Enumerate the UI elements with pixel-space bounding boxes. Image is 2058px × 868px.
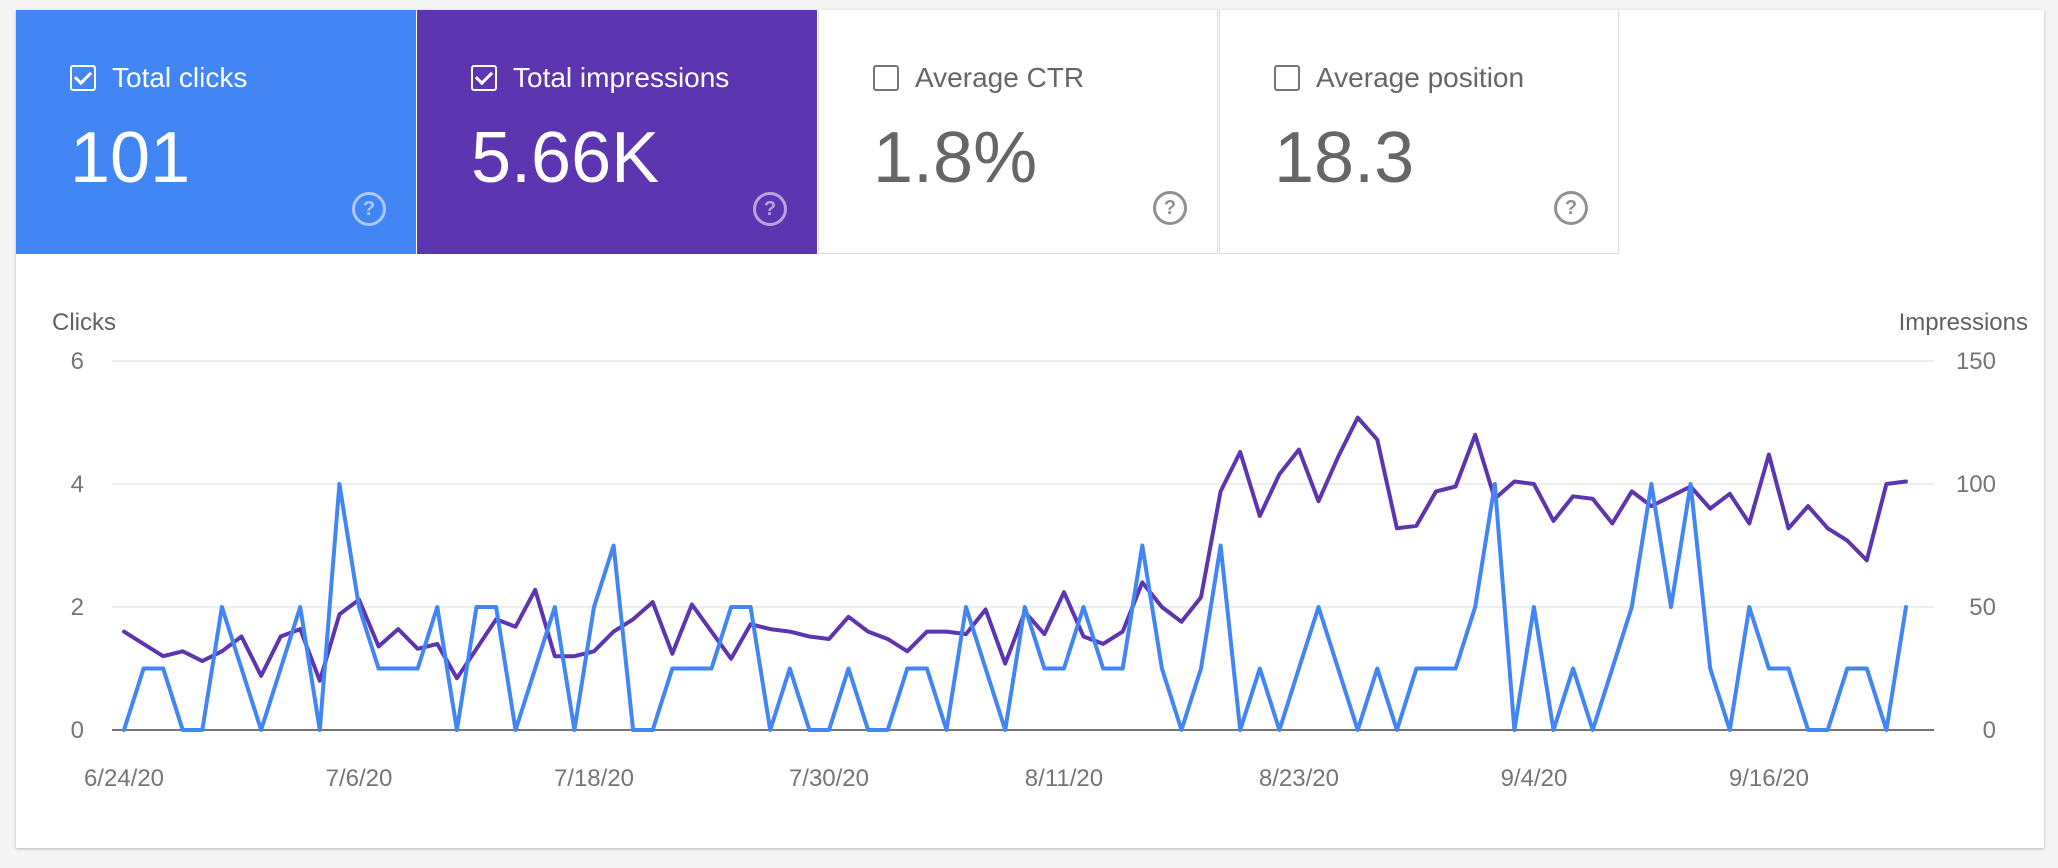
y-tick-right: 0 <box>1983 717 1996 744</box>
x-tick-label: 7/30/20 <box>789 765 869 792</box>
y-axis-title-left: Clicks <box>52 309 116 336</box>
checkbox-unchecked-icon[interactable] <box>873 65 899 91</box>
card-label: Total clicks <box>112 62 248 93</box>
card-value: 18.3 <box>1274 118 1415 198</box>
x-tick-label: 9/16/20 <box>1729 765 1809 792</box>
y-tick-right: 100 <box>1956 471 1996 498</box>
x-tick-label: 8/11/20 <box>1025 765 1103 792</box>
y-tick-left: 2 <box>71 594 84 621</box>
card-header: Total impressions <box>471 62 729 94</box>
performance-chart: 0 0 2 50 4 100 6 150 Clicks Impressions 6/24/20 7/6… <box>52 309 2028 792</box>
checkbox-checked-icon[interactable] <box>471 65 497 91</box>
card-average-position[interactable]: Average position 18.3 ? <box>1219 10 1619 254</box>
x-tick-label: 7/6/20 <box>326 765 393 792</box>
y-tick-left: 6 <box>71 348 84 375</box>
y-tick-right: 150 <box>1956 348 1996 375</box>
card-label: Average position <box>1316 62 1525 93</box>
y-tick-right: 50 <box>1969 594 1996 621</box>
checkbox-checked-icon[interactable] <box>70 65 96 91</box>
y-axis-title-right: Impressions <box>1899 309 2028 336</box>
series-line-impressions <box>122 415 1908 683</box>
card-header: Average position <box>1274 62 1524 94</box>
card-total-clicks[interactable]: Total clicks 101 ? <box>16 10 416 254</box>
help-icon[interactable]: ? <box>753 192 787 226</box>
card-value: 1.8% <box>873 118 1038 198</box>
checkbox-unchecked-icon[interactable] <box>1274 65 1300 91</box>
performance-panel: 0 0 2 50 4 100 6 150 Clicks Impressions 6/24/20 7/6… <box>16 10 2044 848</box>
x-tick-label: 6/24/20 <box>84 765 164 792</box>
card-average-ctr[interactable]: Average CTR 1.8% ? <box>818 10 1218 254</box>
x-tick-label: 9/4/20 <box>1501 765 1568 792</box>
card-label: Average CTR <box>915 62 1085 93</box>
help-icon[interactable]: ? <box>1153 191 1187 225</box>
x-tick-label: 7/18/20 <box>554 765 634 792</box>
card-value: 101 <box>70 118 191 198</box>
card-label: Total impressions <box>513 62 730 93</box>
card-value: 5.66K <box>471 118 660 198</box>
card-header: Total clicks <box>70 62 247 94</box>
series-line-clicks <box>122 482 1908 732</box>
y-tick-left: 0 <box>71 717 84 744</box>
y-tick-left: 4 <box>71 471 84 498</box>
help-icon[interactable]: ? <box>1554 191 1588 225</box>
x-tick-label: 8/23/20 <box>1259 765 1339 792</box>
help-icon[interactable]: ? <box>352 192 386 226</box>
card-header: Average CTR <box>873 62 1084 94</box>
card-total-impressions[interactable]: Total impressions 5.66K ? <box>417 10 817 254</box>
